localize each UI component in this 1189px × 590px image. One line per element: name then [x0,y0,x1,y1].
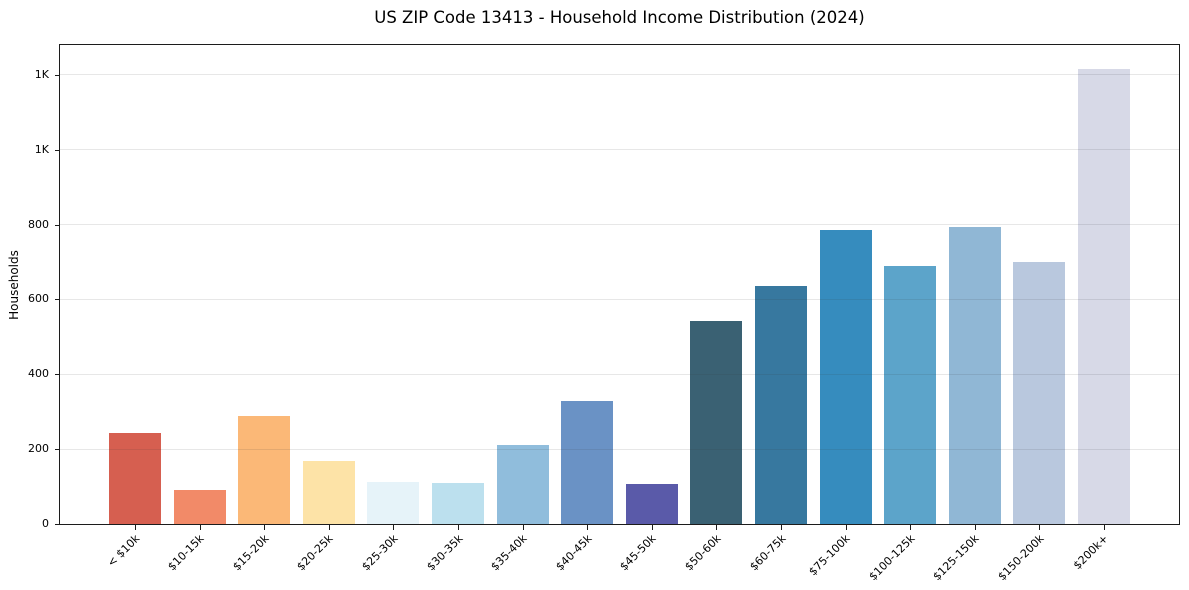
bar-50-60k [690,320,743,524]
y-tick-mark [55,299,60,301]
x-tick-mark [328,525,330,530]
chart-title: US ZIP Code 13413 - Household Income Dis… [374,8,865,27]
x-tick-mark [974,525,976,530]
y-tick-label: 400 [28,367,49,381]
y-tick-label: 200 [28,442,49,456]
bar-20-25k [302,461,355,524]
bar-100-125k [884,265,937,524]
gridline-y1000 [60,149,1179,151]
gridline-y400 [60,373,1179,375]
gridline-y1200 [60,74,1179,76]
bar-40-45k [561,400,614,524]
bar-15-20k [238,416,291,524]
y-tick-mark [55,224,60,226]
bar-35-40k [496,445,549,524]
x-tick-mark [781,525,782,530]
gridline-y800 [60,224,1179,226]
bar-60-75k [755,286,807,524]
bar-10k [109,433,161,524]
plot-area [59,44,1180,525]
y-tick-label: 600 [28,292,49,306]
bar-30-35k [432,482,484,524]
y-tick-mark [55,149,60,151]
y-tick-label: 800 [28,217,49,231]
x-tick-mark [1104,525,1105,530]
bar-10-15k [173,490,226,524]
bar-125-150k [948,226,1001,524]
y-tick-mark [55,74,60,76]
y-tick-label: 0 [42,517,49,530]
bar-45-50k [625,484,678,524]
x-tick-mark [522,525,524,530]
x-tick-mark [651,525,653,530]
x-tick-mark [458,525,459,530]
bar-150-200k [1013,262,1066,524]
y-tick-mark [55,524,60,525]
x-tick-mark [845,525,847,530]
y-axis-label: Households [7,250,21,320]
bar-200k [1078,69,1130,524]
y-tick-mark [55,449,60,451]
y-tick-label: 1K [34,142,49,156]
y-tick-label: 1K [34,67,49,81]
x-tick-mark [393,525,395,530]
x-tick-mark [264,525,266,530]
bar-75-100k [819,230,872,524]
x-tick-mark [910,525,912,530]
x-tick-mark [1039,525,1041,530]
x-tick-mark [716,525,718,530]
x-tick-mark [135,525,136,530]
y-tick-mark [55,374,60,376]
x-tick-mark [199,525,201,530]
gridline-y200 [60,448,1179,450]
gridline-y600 [60,298,1179,300]
x-tick-mark [587,525,589,530]
bar-25-30k [367,482,420,524]
